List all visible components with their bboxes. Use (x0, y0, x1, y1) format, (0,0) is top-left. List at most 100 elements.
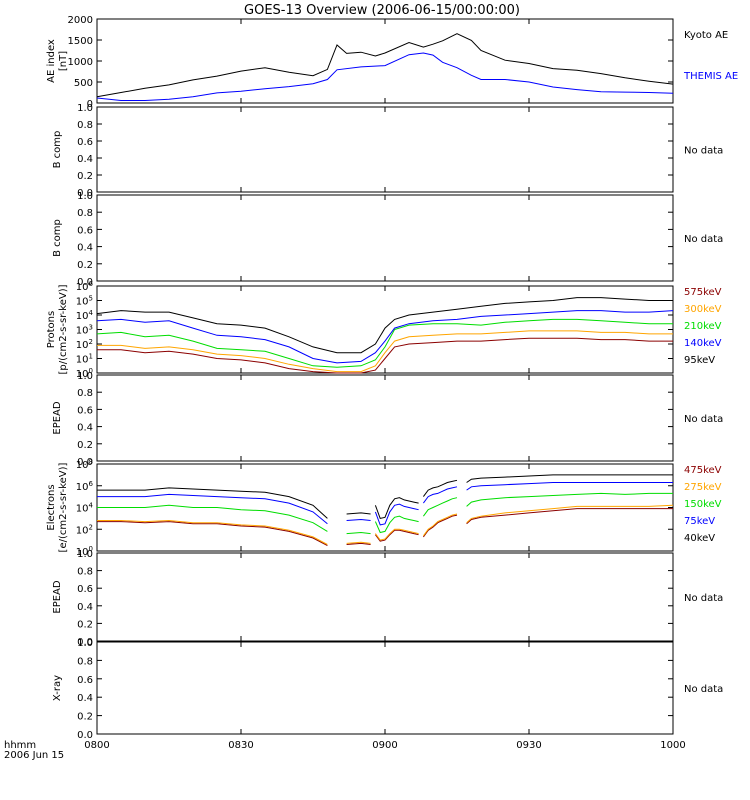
y-tick-label: 0.8 (77, 656, 93, 667)
y-tick-label-base: 10 (76, 297, 89, 308)
y-tick-label: 106 (76, 480, 94, 493)
panel-8: 0.0 0.2 0.4 0.6 0.8 1.0 X-ray No data (52, 638, 723, 741)
panel-frame (96, 463, 674, 552)
no-data-note: No data (684, 414, 723, 425)
y-tick-label-exponent: 8 (89, 458, 93, 466)
series-line-275keV (374, 528, 419, 541)
legend-entry: 275keV (684, 482, 722, 493)
panel-frame (96, 374, 674, 462)
no-data-note: No data (684, 234, 723, 245)
panel-1: 0 500 1000 1500 2000 AE index [nT] Kyoto AE THEM… (46, 15, 738, 110)
y-tick-label-exponent: 5 (89, 295, 93, 303)
x-tick-label: 1000 (660, 740, 685, 751)
y-tick-label: 0.2 (77, 619, 93, 630)
series-line-275keV (466, 504, 674, 524)
panel-frame (96, 552, 674, 642)
y-tick-label: 2000 (68, 15, 93, 26)
series-line-475keV (374, 529, 419, 542)
y-tick-label: 0.0 (77, 637, 93, 648)
y-tick-label-base: 10 (76, 482, 89, 493)
y-tick-label: 0.6 (77, 405, 93, 416)
series-line-275keV (346, 541, 371, 544)
y-tick-label: 1.0 (77, 191, 93, 202)
y-tick-label: 0 (87, 99, 93, 110)
series-line-75keV (422, 486, 458, 504)
y-tick-label: 0.8 (77, 120, 93, 131)
y-tick-label: 0.2 (77, 171, 93, 182)
y-tick-label-exponent: 1 (89, 353, 93, 361)
panel-3: 0.0 0.2 0.4 0.6 0.8 1.0 B comp No data (52, 191, 723, 288)
panel-frame (96, 106, 674, 193)
y-tick-label: 0.8 (77, 567, 93, 578)
y-tick-label: 0.2 (77, 712, 93, 723)
series-line-75keV (97, 493, 328, 525)
y-axis-label: [p/(cm2-s-sr-keV)] (58, 284, 69, 374)
x-tick-label: 0800 (84, 740, 109, 751)
y-tick-label: 101 (76, 353, 93, 366)
y-axis-label: Protons (46, 311, 57, 348)
y-tick-label-base: 10 (76, 547, 89, 558)
y-axis-label: B comp (52, 219, 63, 257)
series-line-40keV (97, 487, 328, 519)
y-tick-label: 0.6 (77, 675, 93, 686)
y-axis-label: Electrons (46, 484, 57, 530)
y-tick-label: 0.0 (77, 277, 93, 288)
y-tick-label-exponent: 3 (89, 324, 93, 332)
legend-entry: THEMIS AE (683, 71, 738, 82)
y-axis-label: B comp (52, 131, 63, 169)
y-tick-label-exponent: 0 (89, 367, 93, 375)
series-line-40keV (466, 474, 673, 483)
panel-5: 0.0 0.2 0.4 0.6 0.8 1.0 EPEAD No data (52, 371, 723, 468)
legend: Kyoto AE THEMIS AE (683, 30, 738, 82)
y-tick-label-exponent: 2 (89, 523, 93, 531)
series-line-95keV (96, 297, 673, 354)
y-tick-label-base: 10 (76, 369, 89, 380)
y-tick-label-exponent: 4 (89, 502, 94, 510)
x-axis: hhmm 2006 Jun 15 0800 0830 0900 0930 1000 (4, 740, 686, 761)
y-axis-label: X-ray (52, 675, 63, 701)
series-line-75keV (346, 518, 371, 521)
panel-frame (96, 641, 674, 735)
y-tick-label: 100 (76, 367, 93, 380)
y-tick-label: 0.0 (77, 730, 93, 741)
series-line-75keV (466, 482, 673, 491)
legend-entry: 300keV (684, 304, 722, 315)
y-tick-label-base: 10 (76, 525, 89, 536)
y-tick-label: 0.4 (77, 423, 93, 434)
y-tick-label-exponent: 6 (89, 280, 94, 288)
series-line-40keV (346, 512, 371, 515)
y-tick-label: 1.0 (77, 103, 93, 114)
y-tick-label-base: 10 (76, 355, 89, 366)
y-axis-label: [e/(cm2-s-sr-keV)] (58, 462, 69, 552)
y-tick-label: 1.0 (77, 549, 93, 560)
y-tick-label: 0.2 (77, 260, 93, 271)
y-tick-label-base: 10 (76, 504, 89, 515)
series-line-210keV (96, 318, 673, 368)
series-line-75keV (374, 503, 419, 526)
series-line-275keV (422, 513, 458, 537)
y-tick-label: 0.0 (77, 457, 93, 468)
no-data-note: No data (684, 593, 723, 604)
panel-frame (96, 194, 674, 282)
series-line-40keV (422, 479, 458, 497)
series-line-40keV (374, 497, 419, 519)
y-tick-label-exponent: 2 (89, 338, 93, 346)
series-line-THEMIS AE (96, 52, 674, 101)
y-tick-label: 0.4 (77, 154, 93, 165)
series-line-475keV (97, 521, 328, 547)
y-tick-label: 105 (76, 295, 93, 308)
y-tick-label: 0.8 (77, 388, 93, 399)
panel-frame (96, 285, 674, 374)
x-corner-label-date: 2006 Jun 15 (4, 750, 64, 761)
y-tick-label: 106 (76, 280, 94, 293)
legend-entry: 210keV (684, 321, 722, 332)
series-line-300keV (97, 330, 673, 373)
y-tick-label: 102 (76, 338, 93, 351)
y-tick-label: 102 (76, 523, 93, 536)
y-tick-label: 500 (74, 78, 93, 89)
y-tick-label-exponent: 6 (89, 480, 94, 488)
y-tick-label: 0.0 (77, 188, 93, 199)
legend-entry: 150keV (684, 499, 722, 510)
y-tick-label: 1000 (68, 57, 93, 68)
